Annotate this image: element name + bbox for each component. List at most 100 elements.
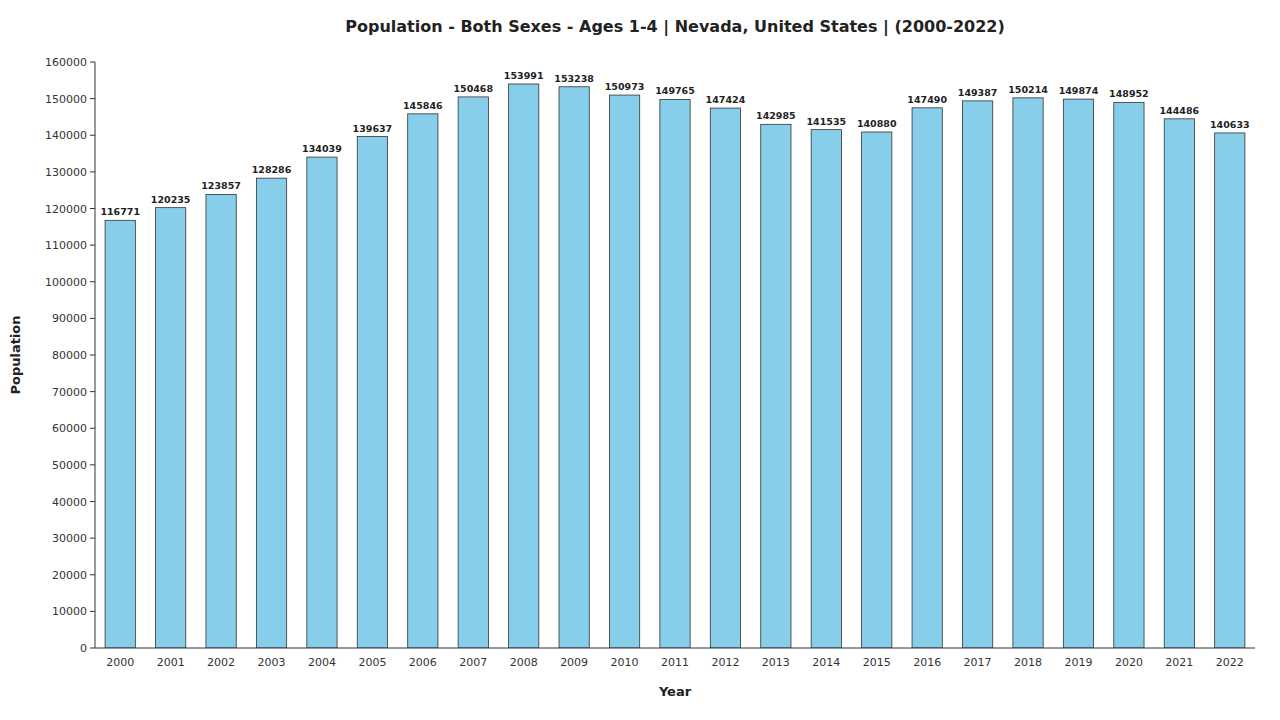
x-tick-label: 2015: [863, 656, 891, 669]
x-tick-label: 2004: [308, 656, 336, 669]
x-tick-label: 2018: [1014, 656, 1042, 669]
data-label: 149765: [655, 85, 695, 96]
data-label: 140880: [857, 118, 897, 129]
data-label: 147424: [706, 94, 746, 105]
y-tick: [90, 98, 95, 99]
y-tick: [90, 391, 95, 392]
bar: [256, 178, 286, 648]
y-tick-label: 60000: [52, 422, 87, 435]
bar: [105, 220, 135, 648]
data-label: 149387: [958, 87, 998, 98]
data-label: 148952: [1109, 88, 1149, 99]
data-label: 150973: [605, 81, 645, 92]
y-tick-label: 50000: [52, 459, 87, 472]
title: Population - Both Sexes - Ages 1-4 | Nev…: [345, 17, 1005, 37]
x-tick-label: 2007: [459, 656, 487, 669]
bars: [105, 84, 1245, 648]
data-label: 116771: [100, 206, 140, 217]
y-tick-label: 90000: [52, 312, 87, 325]
y-tick-label: 130000: [45, 166, 87, 179]
x-tick-label: 2020: [1115, 656, 1143, 669]
bar: [609, 95, 639, 648]
y-tick: [90, 318, 95, 319]
data-label: 147490: [907, 94, 947, 105]
x-tick-label: 2017: [964, 656, 992, 669]
data-label: 145846: [403, 100, 443, 111]
bar: [962, 101, 992, 648]
x-tick-label: 2001: [157, 656, 185, 669]
x-tick-label: 2008: [510, 656, 538, 669]
x-tick-label: 2022: [1216, 656, 1244, 669]
y-tick: [90, 135, 95, 136]
x-axis-label: Year: [658, 684, 692, 699]
y-tick: [90, 501, 95, 502]
y-tick: [90, 171, 95, 172]
data-label: 128286: [252, 164, 292, 175]
y-tick: [90, 574, 95, 575]
data-label: 134039: [302, 143, 342, 154]
x-tick-label: 2013: [762, 656, 790, 669]
bar: [862, 132, 892, 648]
bar: [458, 97, 488, 648]
data-label: 153991: [504, 70, 544, 81]
y-tick: [90, 281, 95, 282]
bar: [761, 124, 791, 648]
data-label: 150468: [453, 83, 493, 94]
y-tick: [90, 611, 95, 612]
y-tick: [90, 62, 95, 63]
y-tick: [90, 245, 95, 246]
y-tick-label: 140000: [45, 129, 87, 142]
y-tick: [90, 355, 95, 356]
y-tick-label: 110000: [45, 239, 87, 252]
y-tick: [90, 538, 95, 539]
bar: [559, 87, 589, 648]
chart: 0 10000 20000 30000 40000 50000 60000 70000 8000…: [0, 0, 1280, 720]
y-tick-label: 10000: [52, 605, 87, 618]
x-tick-label: 2016: [913, 656, 941, 669]
data-label: 123857: [201, 180, 241, 191]
x-tick-label: 2000: [106, 656, 134, 669]
y-tick-label: 70000: [52, 386, 87, 399]
x-tick-label: 2011: [661, 656, 689, 669]
bar: [357, 137, 387, 648]
y-tick-label: 160000: [45, 56, 87, 69]
bar: [710, 108, 740, 648]
data-label: 149874: [1059, 85, 1099, 96]
y-tick-label: 80000: [52, 349, 87, 362]
y-tick: [90, 648, 95, 649]
x-tick-label: 2005: [358, 656, 386, 669]
x-axis-line: [95, 648, 1255, 649]
y-tick-label: 20000: [52, 569, 87, 582]
bar: [1164, 119, 1194, 648]
bar: [660, 99, 690, 648]
x-tick-label: 2014: [812, 656, 840, 669]
y-tick-label: 100000: [45, 276, 87, 289]
x-tick-label: 2021: [1165, 656, 1193, 669]
data-label: 153238: [554, 73, 594, 84]
bar: [1013, 98, 1043, 648]
bar: [1063, 99, 1093, 648]
bar: [1215, 133, 1245, 648]
y-tick-label: 120000: [45, 203, 87, 216]
y-tick: [90, 428, 95, 429]
y-tick: [90, 208, 95, 209]
y-tick-label: 40000: [52, 496, 87, 509]
y-tick-label: 0: [80, 642, 87, 655]
x-tick-label: 2002: [207, 656, 235, 669]
data-label: 141535: [806, 116, 846, 127]
x-tick-label: 2019: [1064, 656, 1092, 669]
data-label: 150214: [1008, 84, 1048, 95]
data-label: 144486: [1160, 105, 1200, 116]
bar: [408, 114, 438, 648]
bar: [912, 108, 942, 648]
x-tick-label: 2003: [258, 656, 286, 669]
data-label: 142985: [756, 110, 796, 121]
bar: [307, 157, 337, 648]
bar: [206, 194, 236, 648]
bar: [509, 84, 539, 648]
x-tick-label: 2010: [611, 656, 639, 669]
bar: [811, 130, 841, 648]
x-tick-label: 2006: [409, 656, 437, 669]
y-tick-label: 30000: [52, 532, 87, 545]
y-tick-label: 150000: [45, 93, 87, 106]
